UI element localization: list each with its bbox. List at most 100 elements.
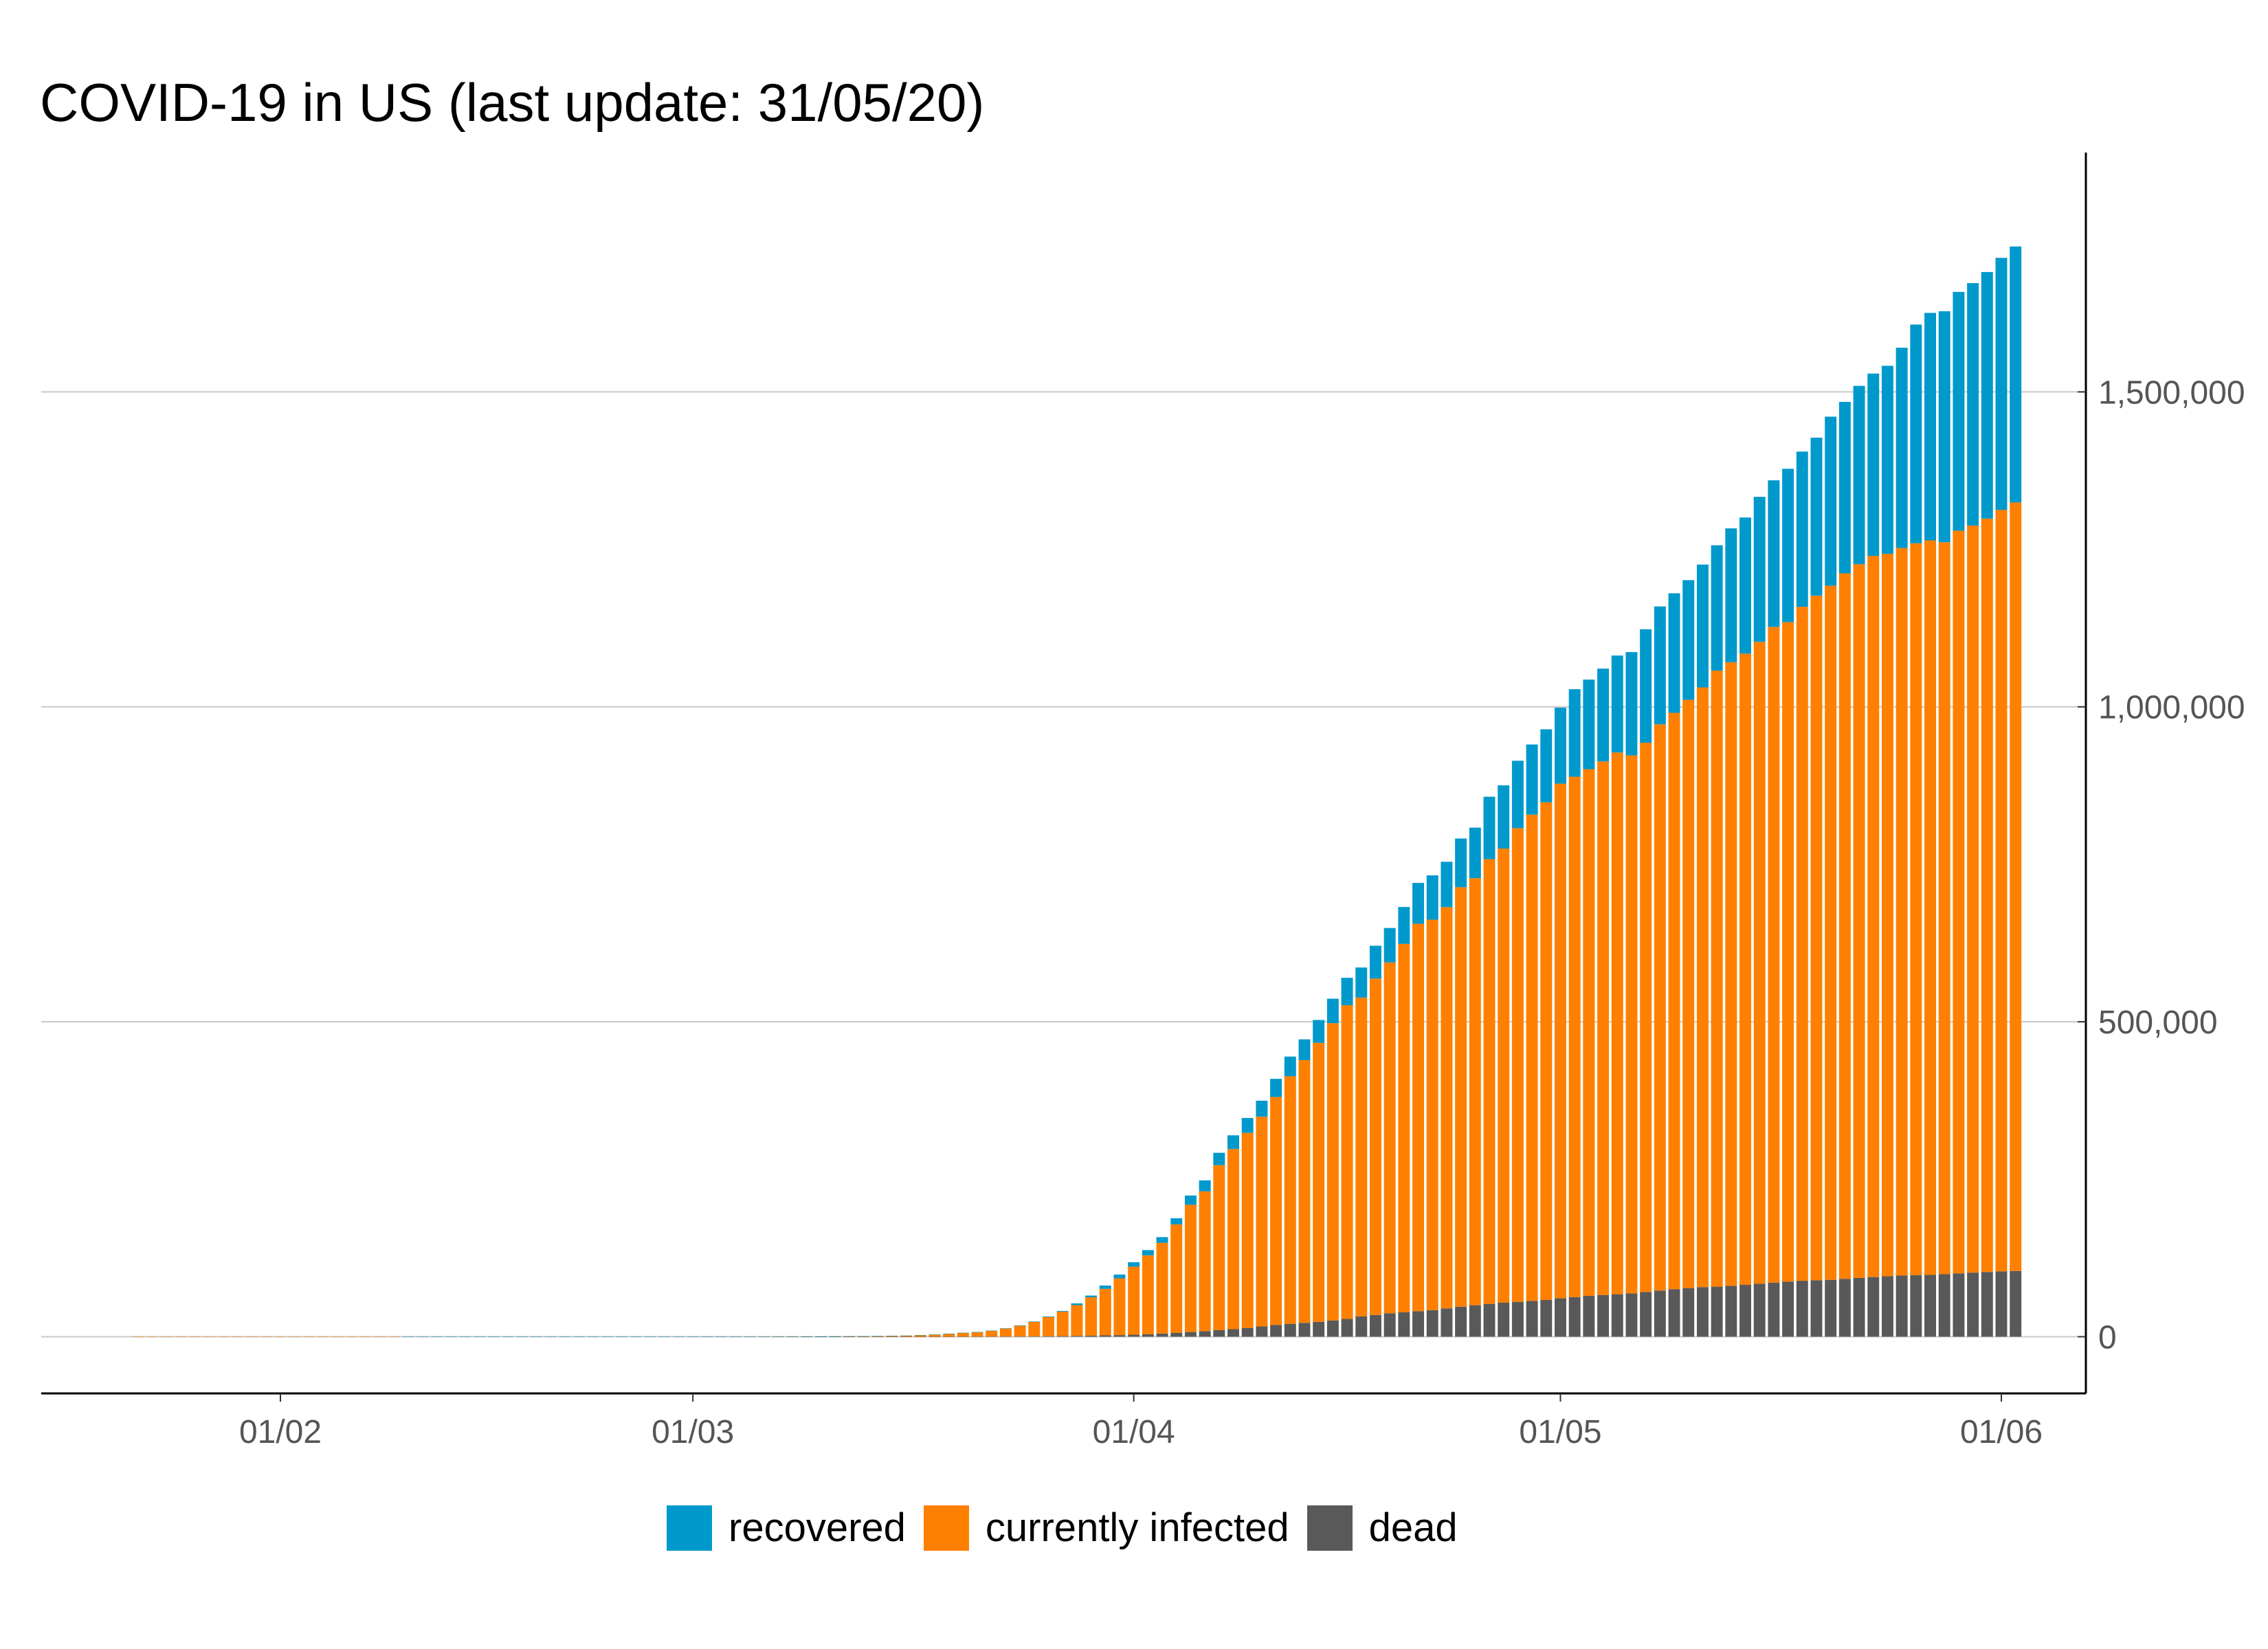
bar-recovered xyxy=(1867,373,1880,556)
bar-dead xyxy=(857,1336,869,1337)
bar-dead xyxy=(1853,1277,1865,1337)
bar-currently-infected xyxy=(1554,783,1566,1299)
bar-recovered xyxy=(1170,1218,1183,1225)
y-tick-label: 500,000 xyxy=(2098,1005,2218,1041)
bar-currently-infected xyxy=(1540,802,1553,1300)
bar-recovered xyxy=(999,1328,1012,1329)
bar-recovered xyxy=(1768,480,1780,627)
bar-dead xyxy=(1953,1273,1965,1337)
bar-recovered xyxy=(672,1336,685,1337)
bar-dead xyxy=(1682,1288,1695,1337)
bar-currently-infected xyxy=(160,1336,173,1337)
bar-currently-infected xyxy=(1014,1325,1026,1337)
bar-recovered xyxy=(1085,1295,1098,1298)
bar-recovered xyxy=(715,1336,728,1337)
bar-recovered xyxy=(814,1336,827,1337)
bar-dead xyxy=(1341,1319,1353,1337)
bar-dead xyxy=(786,1336,799,1337)
x-tick-label: 01/05 xyxy=(1519,1414,1601,1450)
bar-currently-infected xyxy=(274,1336,287,1337)
bar-recovered xyxy=(1910,324,1922,543)
legend-item-currently-infected: currently infected xyxy=(923,1505,1289,1551)
bar-currently-infected xyxy=(1753,642,1766,1284)
bar-currently-infected xyxy=(1526,814,1538,1301)
x-tick-label: 01/02 xyxy=(239,1414,322,1450)
y-tick-label: 1,000,000 xyxy=(2098,690,2245,726)
bar-currently-infected xyxy=(1910,543,1922,1275)
bar-currently-infected xyxy=(1711,671,1723,1287)
bar-recovered xyxy=(1014,1325,1026,1326)
bars xyxy=(132,246,2022,1337)
bar-recovered xyxy=(1341,978,1353,1006)
bar-dead xyxy=(1668,1289,1680,1337)
bar-recovered xyxy=(1526,744,1538,815)
bar-currently-infected xyxy=(302,1336,315,1337)
bar-dead xyxy=(1241,1327,1254,1337)
bar-currently-infected xyxy=(1825,585,1837,1280)
bar-recovered xyxy=(544,1336,557,1337)
bar-recovered xyxy=(729,1336,742,1337)
bar-recovered xyxy=(1938,311,1950,543)
bar-currently-infected xyxy=(1326,1023,1339,1321)
bar-recovered xyxy=(1113,1275,1126,1279)
bar-currently-infected xyxy=(1881,553,1893,1277)
bar-dead xyxy=(1398,1312,1410,1337)
bar-dead xyxy=(1568,1297,1581,1337)
axes xyxy=(41,153,2087,1395)
bar-dead xyxy=(999,1336,1012,1337)
bar-recovered xyxy=(801,1336,813,1337)
bar-recovered xyxy=(1184,1196,1197,1205)
bar-recovered xyxy=(758,1336,770,1337)
bar-currently-infected xyxy=(1597,761,1610,1295)
bar-currently-infected xyxy=(388,1336,401,1337)
bar-currently-infected xyxy=(1170,1224,1183,1333)
bar-dead xyxy=(1213,1330,1225,1337)
bar-dead xyxy=(871,1336,884,1337)
bar-dead xyxy=(1184,1332,1197,1337)
bar-recovered xyxy=(1981,271,1993,519)
bar-recovered xyxy=(531,1336,542,1337)
bar-currently-infected xyxy=(289,1336,301,1337)
legend-label-currently-infected: currently infected xyxy=(985,1505,1289,1550)
bar-recovered xyxy=(2010,246,2022,503)
bar-dead xyxy=(1540,1299,1553,1337)
bar-recovered xyxy=(1284,1056,1296,1077)
bar-currently-infected xyxy=(1156,1242,1168,1334)
bar-recovered xyxy=(1696,564,1709,688)
bar-dead xyxy=(1867,1277,1880,1337)
bar-dead xyxy=(1326,1320,1339,1337)
bar-recovered xyxy=(1611,655,1623,753)
bar-currently-infected xyxy=(1768,627,1780,1283)
bar-recovered xyxy=(1071,1303,1083,1305)
bar-recovered xyxy=(786,1336,799,1337)
bar-currently-infected xyxy=(957,1332,969,1337)
bar-currently-infected xyxy=(1953,530,1965,1274)
bar-currently-infected xyxy=(900,1335,913,1337)
bar-currently-infected xyxy=(359,1336,372,1337)
bar-currently-infected xyxy=(1640,742,1652,1292)
bar-currently-infected xyxy=(999,1328,1012,1337)
bar-currently-infected xyxy=(1696,687,1709,1288)
x-tick-label: 01/03 xyxy=(652,1414,734,1450)
bar-recovered xyxy=(459,1336,471,1337)
bar-dead xyxy=(1043,1336,1054,1337)
bar-currently-infected xyxy=(1511,828,1524,1302)
bar-recovered xyxy=(1796,451,1808,607)
bar-currently-infected xyxy=(1611,752,1623,1294)
y-axis-ticks: 0 500,000 1,000,000 1,500,000 xyxy=(2078,374,2245,1356)
bar-currently-infected xyxy=(1853,564,1865,1278)
bar-currently-infected xyxy=(1995,509,2008,1272)
bar-currently-infected xyxy=(1426,919,1438,1310)
bar-dead xyxy=(1256,1326,1268,1337)
bar-dead xyxy=(1455,1306,1467,1337)
bar-recovered xyxy=(601,1336,614,1337)
bar-dead xyxy=(929,1336,941,1337)
bar-recovered xyxy=(1953,291,1965,531)
bar-recovered xyxy=(1554,707,1566,784)
bar-recovered xyxy=(1469,827,1481,879)
bar-recovered xyxy=(1853,385,1865,565)
bar-recovered xyxy=(1142,1250,1154,1256)
bar-recovered xyxy=(1326,998,1339,1024)
bar-dead xyxy=(1981,1272,1993,1337)
